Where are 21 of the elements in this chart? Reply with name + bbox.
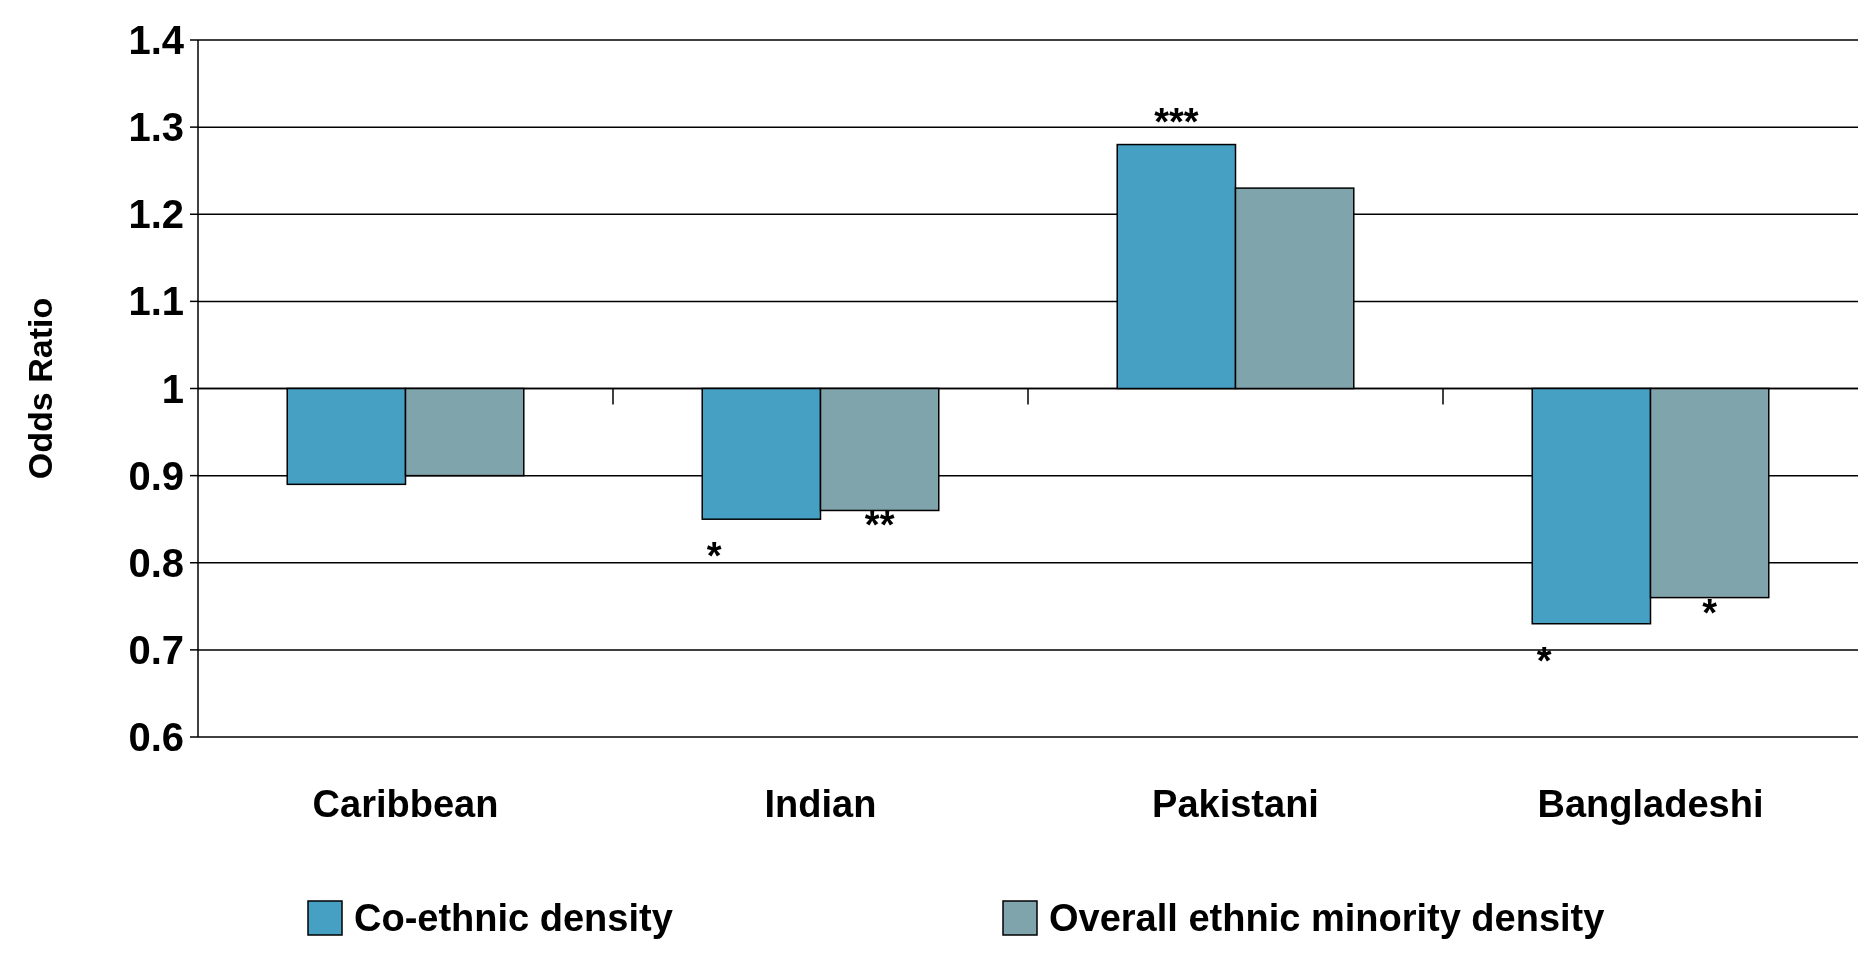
annotation: * bbox=[1536, 639, 1552, 682]
y-axis-title: Odds Ratio bbox=[21, 297, 59, 480]
y-tick-label: 0.9 bbox=[128, 453, 184, 498]
x-tick-label: Caribbean bbox=[312, 783, 499, 825]
y-tick-label: 1.3 bbox=[128, 105, 184, 150]
x-tick-label: Pakistani bbox=[1152, 783, 1319, 825]
y-tick-label: 0.7 bbox=[128, 627, 184, 672]
legend-label: Co-ethnic density bbox=[354, 897, 673, 940]
y-tick-label: 1.4 bbox=[128, 18, 185, 62]
y-tick-label: 1.1 bbox=[128, 279, 184, 324]
y-tick-label: 1 bbox=[161, 366, 184, 411]
y-tick-label: 1.2 bbox=[128, 192, 184, 237]
annotation: * bbox=[706, 535, 722, 578]
legend-label: Overall ethnic minority density bbox=[1049, 897, 1605, 940]
x-tick-label: Bangladeshi bbox=[1537, 783, 1764, 825]
annotation: * bbox=[1702, 591, 1718, 634]
y-tick-label: 0.6 bbox=[128, 715, 184, 759]
x-tick-label: Indian bbox=[764, 783, 877, 825]
annotation: *** bbox=[1154, 100, 1199, 143]
y-tick-label: 0.8 bbox=[128, 540, 184, 585]
annotation: ** bbox=[864, 504, 895, 547]
